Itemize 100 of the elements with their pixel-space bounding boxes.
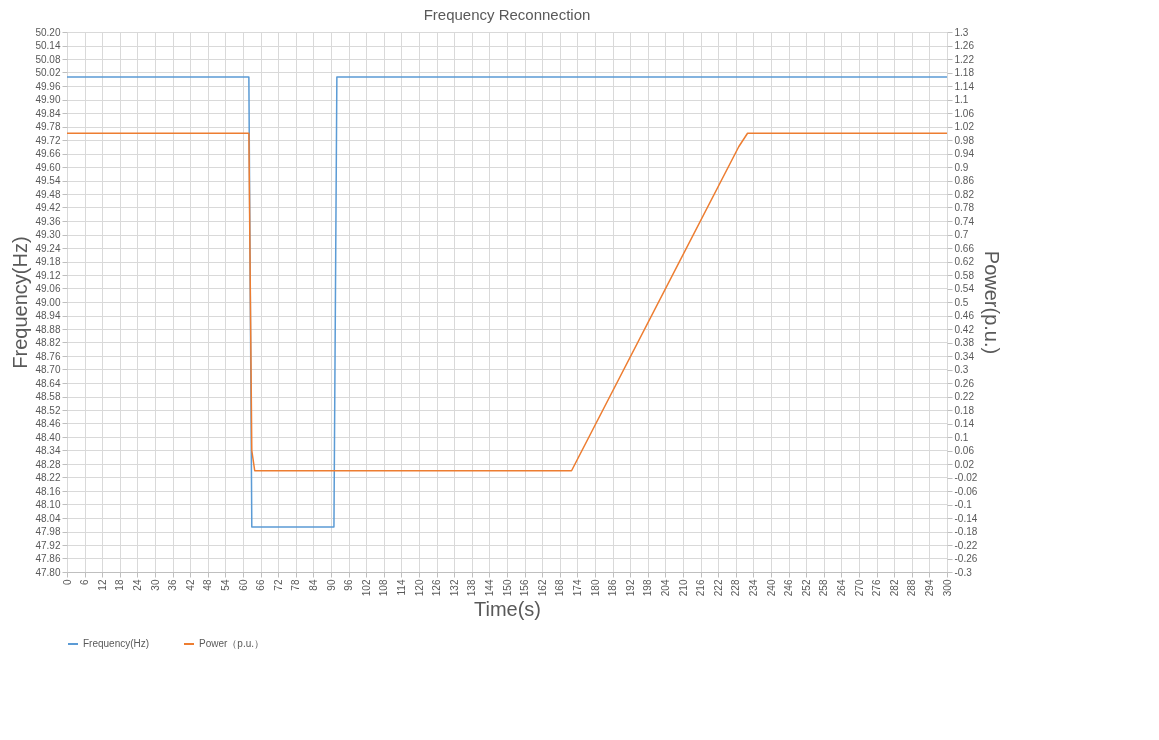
x-tick-label: 222 <box>712 579 724 597</box>
x-tick-label: 180 <box>589 579 601 597</box>
x-tick-label: 60 <box>237 579 249 591</box>
y2-tick-label: -0.1 <box>954 499 973 510</box>
y2-tick-label: -0.3 <box>954 566 973 578</box>
x-tick-label: 102 <box>360 579 372 597</box>
x-tick-label: 96 <box>343 579 355 591</box>
x-tick-label: 162 <box>536 579 548 597</box>
y2-tick-label: 0.18 <box>954 404 975 416</box>
x-tick-label: 126 <box>431 579 443 597</box>
x-tick-label: 240 <box>765 579 777 597</box>
y-tick-label: 50.14 <box>35 40 61 51</box>
y2-tick-label: 0.46 <box>954 310 975 321</box>
x-tick-label: 6 <box>79 579 91 586</box>
y2-tick-label: 0.7 <box>954 229 969 240</box>
x-tick-label: 90 <box>325 579 337 591</box>
y2-tick-label: 1.1 <box>954 94 969 105</box>
x-tick-label: 186 <box>607 579 619 597</box>
x-tick-label: 288 <box>906 579 918 597</box>
y-tick-label: 48.04 <box>35 512 61 524</box>
y2-tick-label: -0.02 <box>954 472 978 483</box>
x-tick-label: 294 <box>923 579 935 597</box>
x-tick-label: 54 <box>219 579 231 591</box>
y2-tick-label: 0.38 <box>954 337 975 348</box>
y-tick-label: 48.46 <box>35 418 61 429</box>
y2-tick-label: 0.98 <box>954 134 975 146</box>
x-tick-label: 210 <box>677 579 689 597</box>
chart-title: Frequency Reconnection <box>423 6 591 23</box>
y-tick-label: 48.34 <box>35 445 61 456</box>
y-tick-label: 49.96 <box>35 80 61 92</box>
x-tick-label: 174 <box>571 579 583 597</box>
y2-axis-title: Power(p.u.) <box>981 250 1004 355</box>
y2-tick-label: 0.82 <box>954 188 975 200</box>
x-tick-label: 192 <box>624 579 636 597</box>
x-tick-label: 198 <box>642 579 654 597</box>
y-tick-label: 49.18 <box>35 256 61 267</box>
y-tick-label: 48.22 <box>35 472 61 483</box>
y2-tick-label: 0.74 <box>954 215 975 227</box>
y-tick-label: 48.82 <box>35 337 61 348</box>
y2-tick-label: -0.22 <box>954 539 978 551</box>
x-tick-label: 270 <box>853 579 865 597</box>
y2-tick-label: 0.3 <box>954 364 969 375</box>
x-tick-label: 138 <box>466 579 478 597</box>
y-tick-label: 49.06 <box>35 283 61 294</box>
x-tick-label: 30 <box>149 579 161 591</box>
y2-tick-label: 0.02 <box>954 458 975 470</box>
y-tick-label: 49.78 <box>35 121 61 132</box>
y2-tick-label: 1.3 <box>954 26 969 38</box>
y-tick-label: 49.72 <box>35 134 61 146</box>
y2-tick-label: 0.5 <box>954 296 969 308</box>
y-tick-label: 48.70 <box>35 364 61 375</box>
x-tick-label: 234 <box>747 579 759 597</box>
legend-label: Frequency(Hz) <box>83 638 150 649</box>
y2-tick-label: 0.14 <box>954 418 975 429</box>
y-tick-label: 48.94 <box>35 310 61 321</box>
x-tick-label: 216 <box>695 579 707 597</box>
y-tick-label: 49.42 <box>35 202 61 213</box>
y2-tick-label: 0.62 <box>954 256 975 267</box>
y-tick-label: 49.54 <box>35 175 61 186</box>
y2-tick-label: -0.14 <box>954 512 978 524</box>
y-tick-label: 49.48 <box>35 188 61 200</box>
y2-tick-label: 0.34 <box>954 350 975 362</box>
y2-tick-label: 1.14 <box>954 80 975 92</box>
y-tick-label: 48.58 <box>35 391 61 402</box>
x-tick-label: 48 <box>202 579 214 591</box>
y2-tick-label: 0.22 <box>954 391 975 402</box>
y2-tick-label: 0.66 <box>954 242 975 254</box>
y2-tick-label: 0.94 <box>954 148 975 159</box>
y-tick-label: 50.02 <box>35 67 61 78</box>
legend-label: Power（p.u.） <box>199 638 265 649</box>
y-tick-label: 50.08 <box>35 53 61 65</box>
y-tick-label: 49.00 <box>35 296 61 308</box>
x-tick-label: 36 <box>167 579 179 591</box>
y2-tick-label: 1.06 <box>954 107 975 119</box>
x-tick-label: 144 <box>483 579 495 597</box>
y-tick-label: 49.24 <box>35 242 61 254</box>
x-tick-label: 78 <box>290 579 302 591</box>
y2-tick-label: 1.22 <box>954 53 975 65</box>
x-tick-label: 258 <box>818 579 830 597</box>
y2-tick-label: 0.1 <box>954 431 969 443</box>
y2-tick-label: 1.26 <box>954 40 975 51</box>
y2-tick-label: 0.78 <box>954 202 975 213</box>
y-tick-label: 48.28 <box>35 458 61 470</box>
y2-tick-label: 0.26 <box>954 377 975 389</box>
x-tick-label: 84 <box>307 579 319 591</box>
x-tick-label: 42 <box>184 579 196 591</box>
y-tick-label: 47.98 <box>35 526 61 537</box>
y-axis-title: Frequency(Hz) <box>9 236 32 369</box>
y2-tick-label: 1.02 <box>954 121 975 132</box>
y2-tick-label: 0.86 <box>954 175 975 186</box>
x-tick-label: 18 <box>114 579 126 591</box>
y-tick-label: 48.64 <box>35 377 61 389</box>
x-tick-label: 300 <box>941 579 953 597</box>
y2-tick-label: 0.42 <box>954 323 975 335</box>
x-tick-label: 228 <box>730 579 742 597</box>
x-tick-label: 66 <box>255 579 267 591</box>
y-tick-label: 48.40 <box>35 431 61 443</box>
y-tick-label: 49.66 <box>35 148 61 159</box>
y2-tick-label: -0.06 <box>954 485 978 497</box>
y-tick-label: 49.90 <box>35 94 61 105</box>
